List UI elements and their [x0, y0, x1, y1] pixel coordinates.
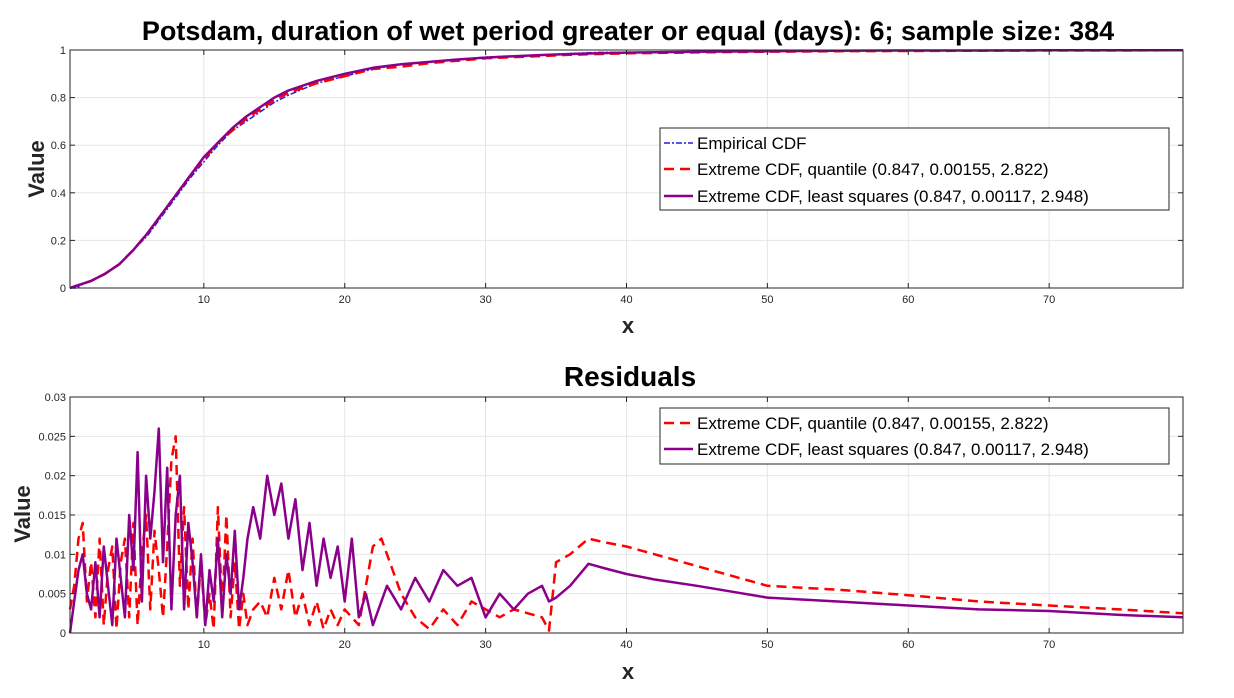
chart-2-x-tick-label: 50	[761, 639, 773, 651]
chart-1-x-tick-label: 20	[339, 294, 351, 306]
chart-2-x-tick-label: 60	[902, 639, 914, 651]
chart-2-y-tick-label: 0	[60, 628, 66, 640]
chart-2-legend-label-least-squares: Extreme CDF, least squares (0.847, 0.001…	[697, 440, 1089, 459]
chart-2-y-tick-label: 0.015	[38, 510, 66, 522]
chart-2-legend-label-quantile: Extreme CDF, quantile (0.847, 0.00155, 2…	[697, 414, 1049, 433]
chart-1-legend-box	[659, 127, 1170, 211]
chart-2-y-tick-label: 0.01	[45, 549, 66, 561]
chart-1-legend: Empirical CDF Extreme CDF, quantile (0.8…	[659, 127, 1170, 211]
chart-1-y-tick-label: 0.2	[51, 235, 66, 247]
chart-2-y-tick-label: 0.03	[45, 392, 66, 404]
chart-2-legend-box	[659, 407, 1170, 465]
chart-2-x-tick-label: 70	[1043, 639, 1055, 651]
chart-1-y-tick-label: 0	[60, 283, 66, 295]
chart-2-series-line-least-squares	[68, 427, 1184, 634]
chart-2-legend: Extreme CDF, quantile (0.847, 0.00155, 2…	[659, 407, 1170, 465]
chart-1-x-tick-label: 10	[198, 294, 210, 306]
chart-1-legend-label-least-squares: Extreme CDF, least squares (0.847, 0.001…	[697, 187, 1089, 206]
chart-2-x-ticks: 10 20 30 40 50 60 70	[198, 397, 1055, 651]
chart-1-x-tick-label: 50	[761, 294, 773, 306]
chart-2-grid	[70, 397, 1183, 633]
chart-1-y-tick-label: 0.6	[51, 140, 66, 152]
chart-1-y-tick-label: 0.4	[51, 188, 66, 200]
chart-1-x-tick-label: 40	[620, 294, 632, 306]
chart-2-x-tick-label: 40	[620, 639, 632, 651]
chart-2-y-tick-label: 0.025	[38, 431, 66, 443]
chart-1-y-ticks: 0 0.2 0.4 0.6 0.8 1	[51, 45, 1183, 295]
chart-1-y-tick-label: 1	[60, 45, 66, 57]
chart-1-x-tick-label: 60	[902, 294, 914, 306]
chart-1-y-axis-label: Value	[24, 140, 49, 197]
chart-2-x-tick-label: 30	[479, 639, 491, 651]
chart-2-y-ticks: 0 0.005 0.01 0.015 0.02 0.025 0.03	[38, 392, 1183, 640]
chart-2-y-tick-label: 0.005	[38, 589, 66, 601]
chart-2-x-axis-label: x	[622, 659, 635, 684]
chart-1-x-axis-label: x	[622, 313, 635, 338]
chart-1-legend-label-quantile: Extreme CDF, quantile (0.847, 0.00155, 2…	[697, 160, 1049, 179]
chart-2-x-tick-label: 10	[198, 639, 210, 651]
chart-1-legend-label-empirical: Empirical CDF	[697, 134, 807, 153]
chart-2-y-axis-label: Value	[10, 485, 35, 542]
chart-2-y-tick-label: 0.02	[45, 471, 66, 483]
chart-2-x-tick-label: 20	[339, 639, 351, 651]
chart-1-x-tick-label: 70	[1043, 294, 1055, 306]
chart-2-series	[68, 427, 1184, 634]
chart-2-title: Residuals	[564, 361, 696, 392]
chart-1-y-tick-label: 0.8	[51, 93, 66, 105]
chart-1-title: Potsdam, duration of wet period greater …	[142, 16, 1114, 46]
chart-1-x-ticks: 10 20 30 40 50 60 70	[198, 50, 1055, 306]
chart-1-x-tick-label: 30	[479, 294, 491, 306]
